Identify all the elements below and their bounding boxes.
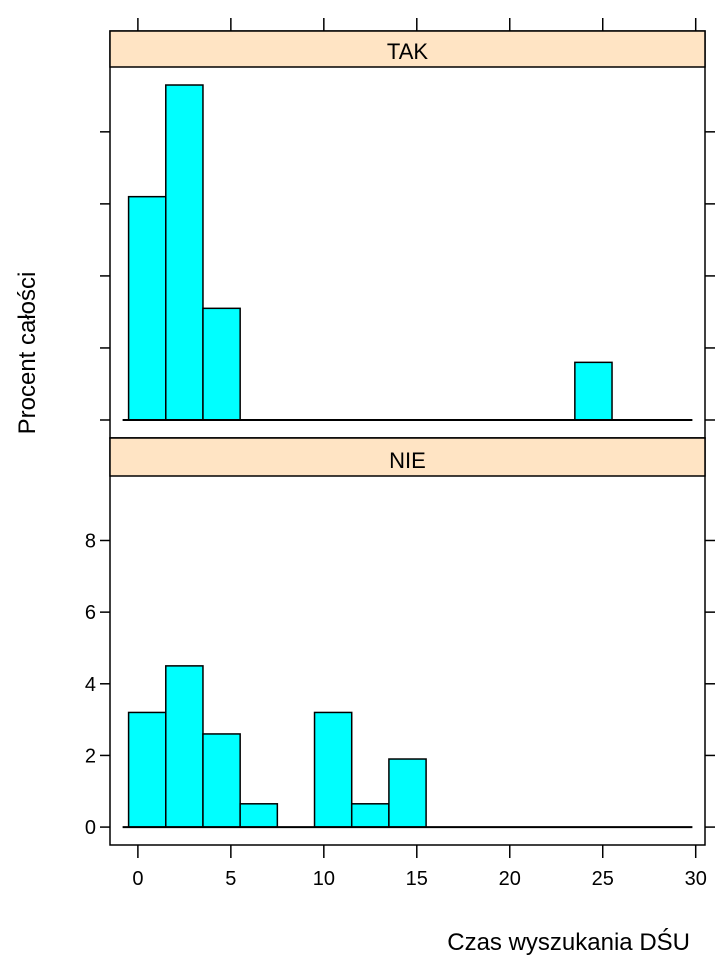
bar-nie-6 — [350, 803, 390, 828]
x-tick-label-0: 0 — [132, 868, 143, 890]
x-tick-label-25: 25 — [592, 868, 614, 890]
bar-nie-1 — [165, 665, 204, 828]
bar-tak-0 — [127, 195, 167, 421]
strip-tak — [109, 30, 706, 68]
x-tick-label-10: 10 — [313, 868, 335, 890]
bar-tak-2 — [202, 307, 241, 421]
y-axis-title: Procent całości — [14, 272, 41, 435]
y-tick-label-4: 4 — [85, 674, 96, 696]
bar-nie-2 — [202, 733, 241, 828]
top-axis-ticks — [137, 18, 697, 31]
x-tick-label-15: 15 — [406, 868, 428, 890]
bar-nie-3 — [239, 803, 279, 828]
bar-tak-1 — [165, 84, 204, 421]
bar-nie-0 — [127, 711, 167, 828]
left-axis: 0 2 4 6 8 — [85, 131, 110, 839]
x-tick-label-5: 5 — [225, 868, 236, 890]
y-tick-label-0: 0 — [85, 817, 96, 839]
bottom-axis: 0 5 10 15 20 25 30 — [132, 845, 707, 890]
strip-nie — [109, 437, 706, 477]
bar-tak-12 — [574, 361, 613, 421]
panels: TAK NIE — [109, 30, 706, 846]
panel-nie: NIE — [109, 437, 706, 846]
y-tick-label-6: 6 — [85, 602, 96, 624]
strip-label-nie: NIE — [389, 448, 426, 473]
panel-tak: TAK — [109, 30, 706, 439]
x-tick-label-20: 20 — [499, 868, 521, 890]
bar-nie-7 — [388, 758, 427, 828]
y-tick-label-8: 8 — [85, 530, 96, 552]
right-axis-ticks — [705, 131, 715, 828]
strip-label-tak: TAK — [387, 39, 428, 64]
x-tick-label-30: 30 — [685, 868, 707, 890]
x-axis-title: Czas wyszukania DŚU — [447, 928, 690, 956]
bar-nie-5 — [313, 711, 353, 828]
y-tick-label-2: 2 — [85, 745, 96, 767]
